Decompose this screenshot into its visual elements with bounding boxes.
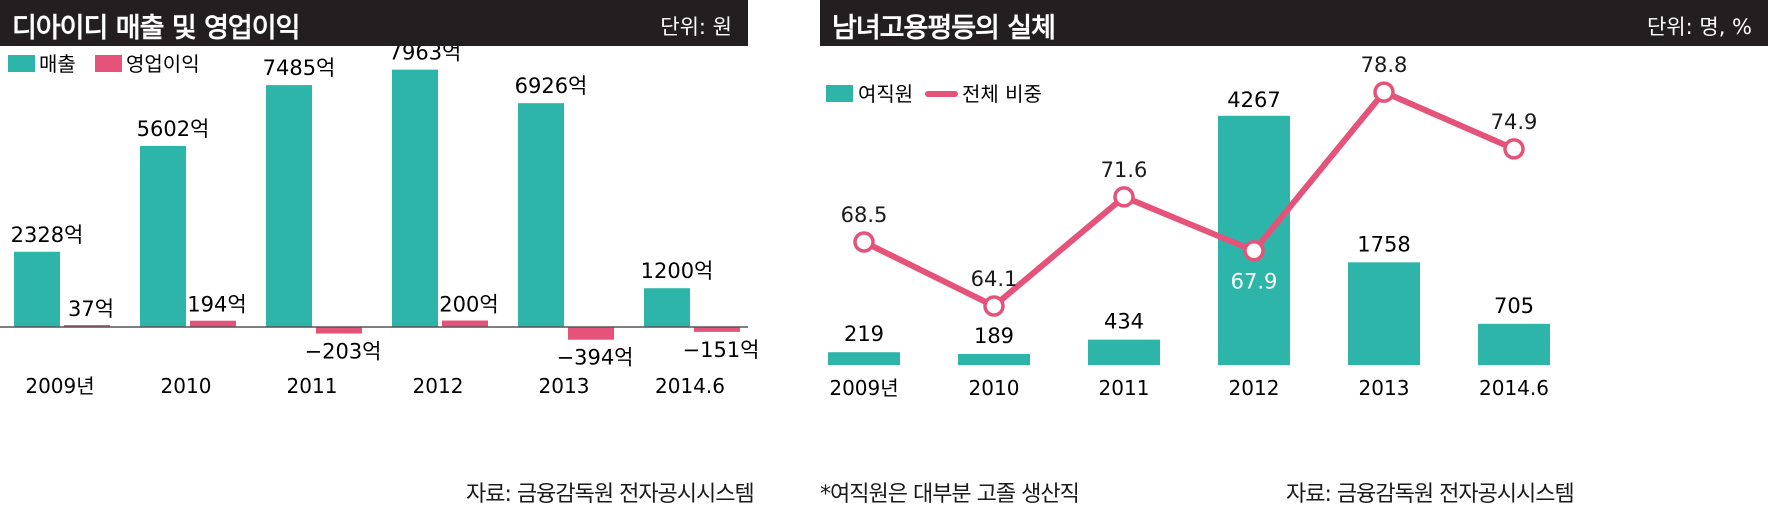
sales-value-label: 7963억 <box>389 46 462 65</box>
share-line <box>862 89 1516 310</box>
sales-bar <box>14 251 60 327</box>
legend-label-share: 전체 비중 <box>962 82 1042 106</box>
female-staff-bar <box>1348 262 1420 365</box>
x-tick-label: 2012 <box>1229 376 1280 400</box>
share-point <box>1373 81 1395 103</box>
sales-bar <box>266 85 312 327</box>
female-staff-value-label: 1758 <box>1357 232 1410 256</box>
share-value-label: 64.1 <box>971 267 1018 291</box>
left-source: 자료: 금융감독원 전자공시시스템 <box>466 482 755 507</box>
left-title-bar: 디아이디 매출 및 영업이익 단위: 원 <box>0 0 748 46</box>
x-tick-label: 2009년 <box>829 376 898 400</box>
profit-value-label: −151억 <box>683 338 760 362</box>
share-value-label: 67.9 <box>1231 270 1278 294</box>
female-staff-bar <box>1088 339 1160 365</box>
x-tick-label: 2012 <box>413 374 464 398</box>
left-chart: 매출 영업이익 2328억 37억 2009년 5602억 194억 2010 7485억 −20… <box>0 46 760 398</box>
x-tick-label: 2013 <box>539 374 590 398</box>
share-point <box>983 295 1005 317</box>
sales-bar <box>392 69 438 328</box>
female-staff-value-label: 4267 <box>1227 88 1280 112</box>
sales-value-label: 1200억 <box>641 259 714 283</box>
female-staff-bar <box>1478 323 1550 365</box>
profit-value-label: −203억 <box>305 340 382 364</box>
x-tick-label: 2010 <box>969 376 1020 400</box>
share-value-label: 68.5 <box>841 203 888 227</box>
x-tick-label: 2013 <box>1359 376 1410 400</box>
profit-value-label: 200억 <box>439 293 498 317</box>
share-value-label: 74.9 <box>1491 110 1538 134</box>
share-point <box>1503 138 1525 160</box>
x-tick-label: 2010 <box>161 374 212 398</box>
x-tick-label: 2009년 <box>25 374 94 398</box>
profit-bar <box>442 320 488 327</box>
female-staff-value-label: 705 <box>1494 294 1534 318</box>
sales-bar <box>140 145 186 327</box>
share-value-label: 78.8 <box>1361 53 1408 77</box>
right-chart: 여직원 전체 비중 219 2009년 189 2010 434 2011 4267 2012 17… <box>826 53 1550 400</box>
female-staff-bar <box>828 352 900 365</box>
right-source: 자료: 금융감독원 전자공시시스템 <box>1286 482 1575 507</box>
x-tick-label: 2011 <box>287 374 338 398</box>
profit-bar <box>568 327 614 340</box>
right-unit-label: 단위: 명, % <box>1646 15 1752 39</box>
x-tick-label: 2014.6 <box>1479 376 1549 400</box>
legend-swatch-sales <box>8 55 35 72</box>
legend-swatch-profit <box>95 55 122 72</box>
left-chart-title: 디아이디 매출 및 영업이익 <box>12 13 300 44</box>
legend-label-sales: 매출 <box>39 52 76 76</box>
female-staff-value-label: 189 <box>974 324 1014 348</box>
profit-value-label: 194억 <box>187 293 246 317</box>
share-point <box>1243 239 1265 262</box>
right-title-bar: 남녀고용평등의 실체 단위: 명, % <box>820 0 1768 46</box>
share-point <box>853 231 875 253</box>
profit-bar <box>64 325 110 327</box>
profit-bar <box>694 327 740 332</box>
sales-bar <box>644 288 690 327</box>
sales-value-label: 7485억 <box>263 56 336 80</box>
profit-value-label: 37억 <box>68 297 114 321</box>
share-value-label: 71.6 <box>1101 158 1148 182</box>
profit-value-label: −394억 <box>557 346 634 370</box>
legend-swatch-female-staff <box>826 85 853 102</box>
right-chart-title: 남녀고용평등의 실체 <box>832 13 1056 44</box>
left-unit-label: 단위: 원 <box>660 15 732 39</box>
legend-label-female-staff: 여직원 <box>858 82 913 106</box>
profit-bar <box>190 320 236 327</box>
legend-label-profit: 영업이익 <box>126 52 200 76</box>
sales-value-label: 2328억 <box>11 223 84 247</box>
profit-bar <box>316 327 362 334</box>
female-staff-value-label: 219 <box>844 322 884 346</box>
sales-value-label: 6926억 <box>515 74 588 98</box>
sales-value-label: 5602억 <box>137 117 210 141</box>
share-point <box>1113 186 1135 208</box>
sales-bar <box>518 103 564 328</box>
x-tick-label: 2011 <box>1099 376 1150 400</box>
female-staff-bar <box>958 353 1030 365</box>
right-note: *여직원은 대부분 고졸 생산직 <box>820 482 1080 507</box>
female-staff-value-label: 434 <box>1104 310 1144 334</box>
x-tick-label: 2014.6 <box>655 374 725 398</box>
